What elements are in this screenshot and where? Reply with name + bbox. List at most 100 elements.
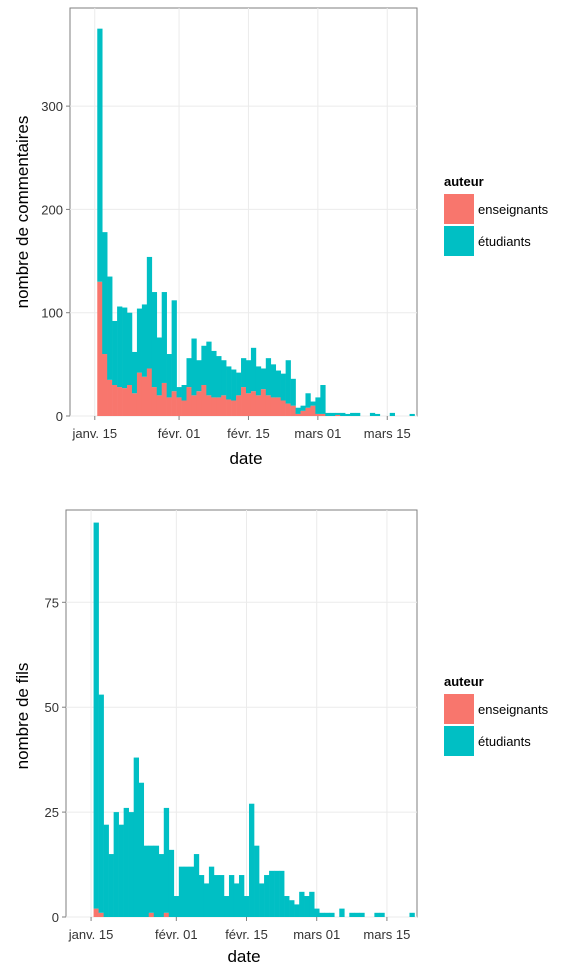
bar-etudiants xyxy=(128,812,134,917)
y-tick-label: 100 xyxy=(41,306,63,321)
bar-etudiants xyxy=(191,338,197,396)
bar-etudiants xyxy=(213,875,220,917)
y-tick-label: 75 xyxy=(45,595,59,610)
bar-enseignants xyxy=(206,395,212,416)
bar-enseignants xyxy=(265,395,272,416)
legend-swatch-enseignants xyxy=(444,694,474,724)
bar-enseignants xyxy=(211,397,217,416)
bar-etudiants xyxy=(295,407,301,414)
x-tick-label: janv. 15 xyxy=(68,927,114,942)
bar-enseignants xyxy=(216,397,222,416)
bar-etudiants xyxy=(238,875,245,917)
bar-etudiants xyxy=(304,896,310,917)
bar-etudiants xyxy=(264,875,270,917)
bar-etudiants xyxy=(309,891,315,917)
bar-etudiants xyxy=(315,397,321,414)
legend-swatch-etudiants xyxy=(444,726,474,756)
bar-etudiants xyxy=(143,845,150,917)
x-tick-label: mars 01 xyxy=(293,927,340,942)
legend-label-etudiants: étudiants xyxy=(478,234,531,249)
bar-etudiants xyxy=(250,347,257,392)
x-axis-ticks: janv. 15 févr. 01 févr. 15 mars 01 mars 15 xyxy=(71,416,411,441)
bar-etudiants xyxy=(319,912,325,917)
bar-etudiants xyxy=(127,312,133,386)
y-tick-label: 300 xyxy=(41,99,63,114)
bar-etudiants xyxy=(188,866,195,917)
bar-enseignants xyxy=(320,413,326,416)
bar-enseignants xyxy=(186,387,192,416)
bar-etudiants xyxy=(112,320,118,386)
bar-etudiants xyxy=(102,232,108,355)
bar-enseignants xyxy=(166,397,172,416)
bar-etudiants xyxy=(107,276,113,380)
bar-enseignants xyxy=(221,395,227,416)
bar-etudiants xyxy=(97,28,103,282)
bar-etudiants xyxy=(158,854,165,917)
bar-enseignants xyxy=(98,912,104,917)
bar-enseignants xyxy=(171,391,177,416)
bar-etudiants xyxy=(340,412,346,416)
bar-enseignants xyxy=(335,414,341,416)
bar-enseignants xyxy=(305,407,311,416)
bar-etudiants xyxy=(330,412,336,416)
legend-swatch-enseignants xyxy=(444,194,474,224)
bar-enseignants xyxy=(241,387,247,416)
bar-enseignants xyxy=(127,385,133,416)
bar-enseignants xyxy=(117,387,123,416)
bar-etudiants xyxy=(203,883,210,917)
bar-etudiants xyxy=(289,900,295,917)
bar-enseignants xyxy=(290,405,296,416)
bar-etudiants xyxy=(270,364,277,398)
bar-etudiants xyxy=(193,854,200,917)
bar-etudiants xyxy=(249,803,255,917)
bar-etudiants xyxy=(285,360,291,404)
bar-enseignants xyxy=(93,908,99,917)
bar-etudiants xyxy=(223,896,230,917)
bar-etudiants xyxy=(350,412,356,416)
y-tick-label: 0 xyxy=(52,910,59,925)
y-tick-label: 25 xyxy=(45,805,59,820)
bar-enseignants xyxy=(285,403,291,416)
bar-etudiants xyxy=(300,405,306,411)
bar-etudiants xyxy=(314,908,320,917)
legend-title: auteur xyxy=(444,674,484,689)
y-axis-ticks: 0 100 200 300 xyxy=(41,99,70,424)
bar-etudiants xyxy=(275,370,281,398)
bar-enseignants xyxy=(245,393,252,416)
bar-etudiants xyxy=(198,875,205,917)
bar-etudiants xyxy=(156,337,163,396)
bar-etudiants xyxy=(206,341,212,396)
bar-etudiants xyxy=(233,883,240,917)
bar-etudiants xyxy=(122,307,128,389)
x-axis-label: date xyxy=(227,947,260,964)
bar-enseignants xyxy=(275,397,281,416)
bar-enseignants xyxy=(226,399,232,416)
bar-etudiants xyxy=(211,350,217,398)
bar-etudiants xyxy=(294,904,300,917)
bar-enseignants xyxy=(156,395,163,416)
bar-enseignants xyxy=(136,372,143,416)
bar-etudiants xyxy=(324,912,330,917)
bar-etudiants xyxy=(255,366,262,396)
bar-etudiants xyxy=(208,866,215,917)
bar-etudiants xyxy=(325,412,331,416)
legend-label-enseignants: enseignants xyxy=(478,702,549,717)
x-tick-label: févr. 15 xyxy=(225,927,268,942)
bar-etudiants xyxy=(136,308,143,373)
bar-etudiants xyxy=(201,345,207,386)
bar-etudiants xyxy=(216,356,222,398)
bar-etudiants xyxy=(265,358,272,396)
bar-etudiants xyxy=(226,366,232,400)
bar-etudiants xyxy=(178,866,185,917)
bar-etudiants xyxy=(163,807,170,913)
bar-etudiants xyxy=(374,912,380,917)
bar-enseignants xyxy=(141,376,148,416)
x-axis-label: date xyxy=(229,449,262,468)
legend-label-enseignants: enseignants xyxy=(478,202,549,217)
bar-etudiants xyxy=(151,292,158,388)
bar-enseignants xyxy=(315,413,321,416)
bar-etudiants xyxy=(171,300,177,392)
bar-etudiants xyxy=(329,912,335,917)
bar-etudiants xyxy=(176,387,182,398)
